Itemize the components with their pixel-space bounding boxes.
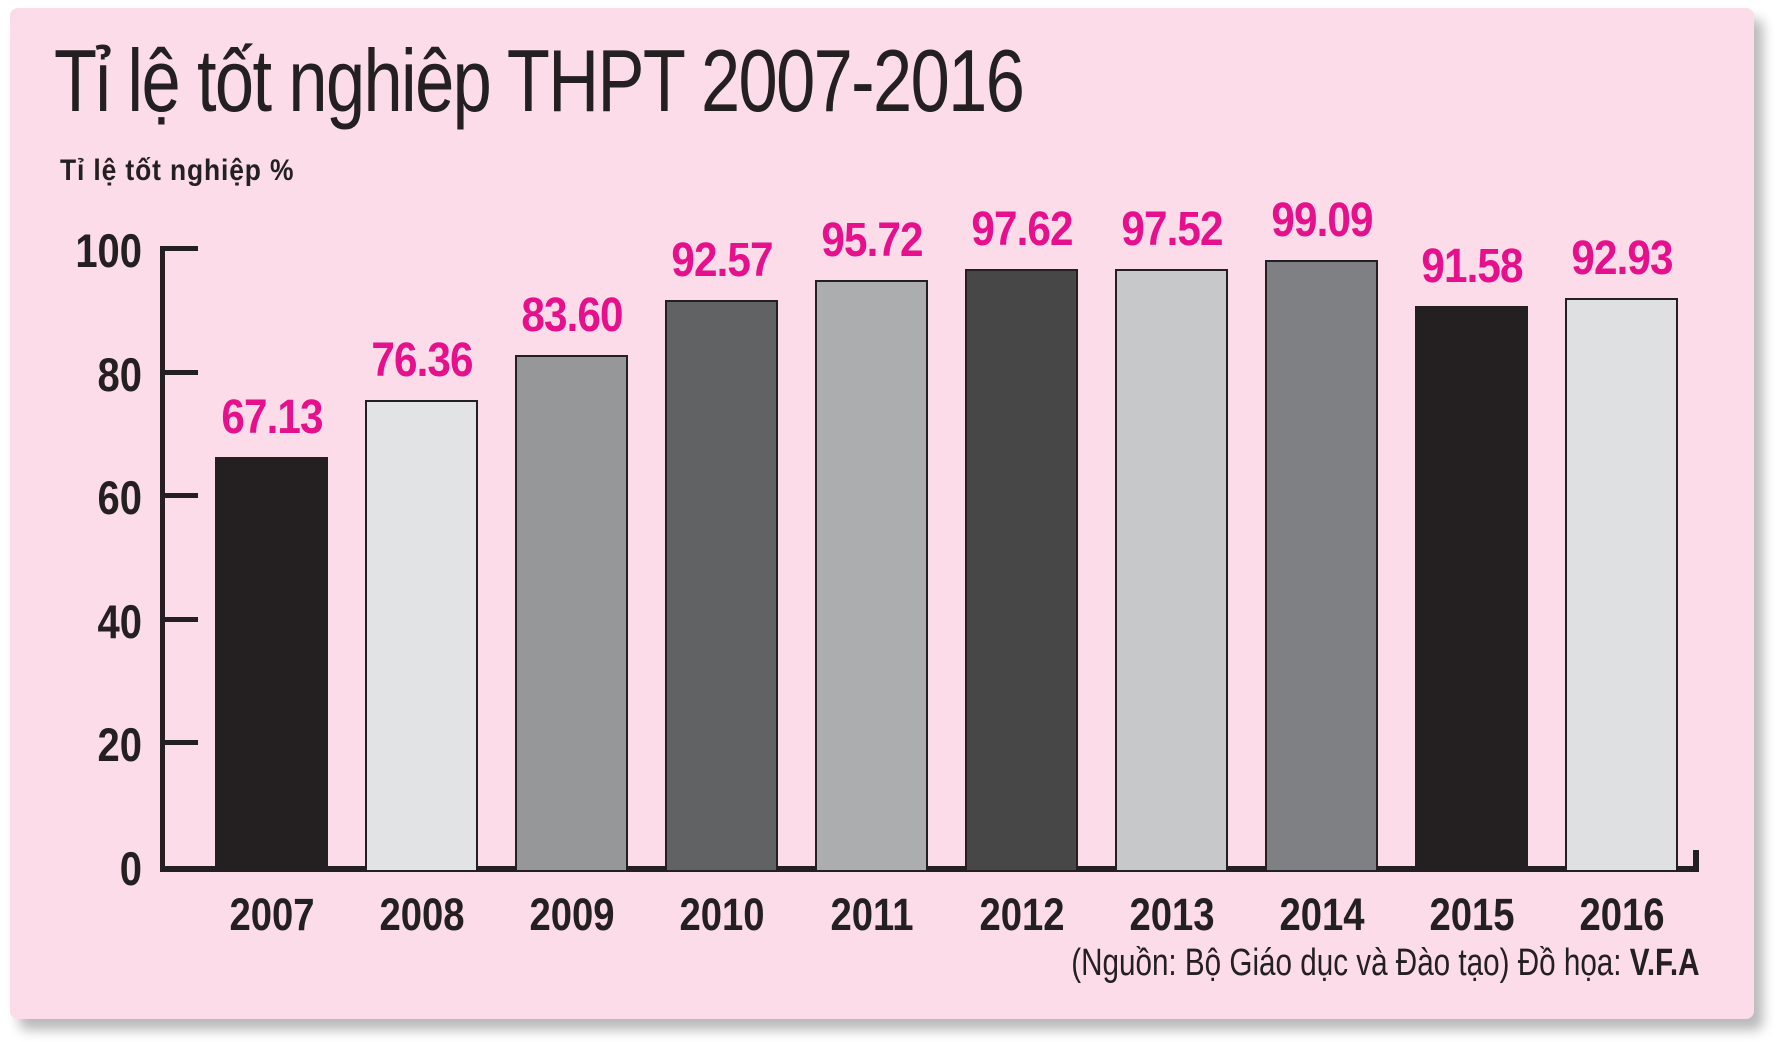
x-tick-label-2015: 2015: [1429, 889, 1515, 940]
plot-area: 0 20 40 60 80 100 67.13 2007 76.36 2008 83.60 2009 9…: [10, 8, 1754, 1019]
bar-2015: [1415, 306, 1528, 872]
value-label-2014: 99.09: [1271, 194, 1373, 247]
y-tick-label: 60: [97, 471, 142, 524]
bar-2009: [515, 355, 628, 872]
y-tick-mark: [160, 740, 198, 745]
value-label-2007: 67.13: [221, 391, 323, 444]
value-label-2008: 76.36: [371, 334, 473, 387]
source-text: (Nguồn: Bộ Giáo dục và Đào tạo) Đồ họa:: [1071, 942, 1631, 984]
bar-2007: [215, 457, 328, 872]
value-label-2012: 97.62: [971, 203, 1073, 256]
bar-2011: [815, 280, 928, 872]
source-credit: V.F.A: [1630, 942, 1700, 984]
x-tick-label-2009: 2009: [529, 889, 615, 940]
source-note: (Nguồn: Bộ Giáo dục và Đào tạo) Đồ họa: …: [1072, 942, 1700, 985]
y-tick-mark: [160, 493, 198, 498]
chart-title: Tỉ lệ tốt nghiêp THPT 2007-2016: [54, 31, 1025, 130]
value-label-2013: 97.52: [1121, 203, 1223, 256]
value-label-2015: 91.58: [1421, 240, 1523, 293]
y-tick-mark: [160, 617, 198, 622]
y-tick-label: 0: [119, 842, 142, 895]
x-tick-label-2016: 2016: [1579, 889, 1665, 940]
bar-2013: [1115, 269, 1228, 872]
y-tick-label: 100: [75, 224, 142, 277]
value-label-2011: 95.72: [821, 214, 923, 267]
y-axis-label: Tỉ lệ tốt nghiệp %: [60, 154, 295, 187]
y-tick-label: 80: [97, 348, 142, 401]
y-axis-line: [160, 248, 165, 872]
chart-card: Tỉ lệ tốt nghiêp THPT 2007-2016 Tỉ lệ tố…: [10, 8, 1754, 1019]
x-tick-label-2013: 2013: [1129, 889, 1215, 940]
value-label-2009: 83.60: [521, 289, 623, 342]
y-tick-mark: [160, 370, 198, 375]
y-tick-label: 40: [97, 595, 142, 648]
value-label-2016: 92.93: [1571, 232, 1673, 285]
y-tick-label: 20: [97, 718, 142, 771]
bar-2014: [1265, 260, 1378, 872]
x-tick-label-2008: 2008: [379, 889, 465, 940]
x-tick-label-2014: 2014: [1279, 889, 1365, 940]
bar-2010: [665, 300, 778, 872]
bar-2016: [1565, 298, 1678, 872]
x-tick-label-2011: 2011: [830, 889, 914, 940]
y-tick-mark: [160, 246, 198, 251]
bar-2012: [965, 269, 1078, 872]
x-tick-label-2010: 2010: [679, 889, 765, 940]
bar-2008: [365, 400, 478, 872]
value-label-2010: 92.57: [671, 234, 773, 287]
x-tick-label-2012: 2012: [979, 889, 1065, 940]
x-axis-line: [160, 866, 1699, 872]
x-tick-label-2007: 2007: [229, 889, 315, 940]
x-axis-end-tick: [1693, 850, 1699, 866]
